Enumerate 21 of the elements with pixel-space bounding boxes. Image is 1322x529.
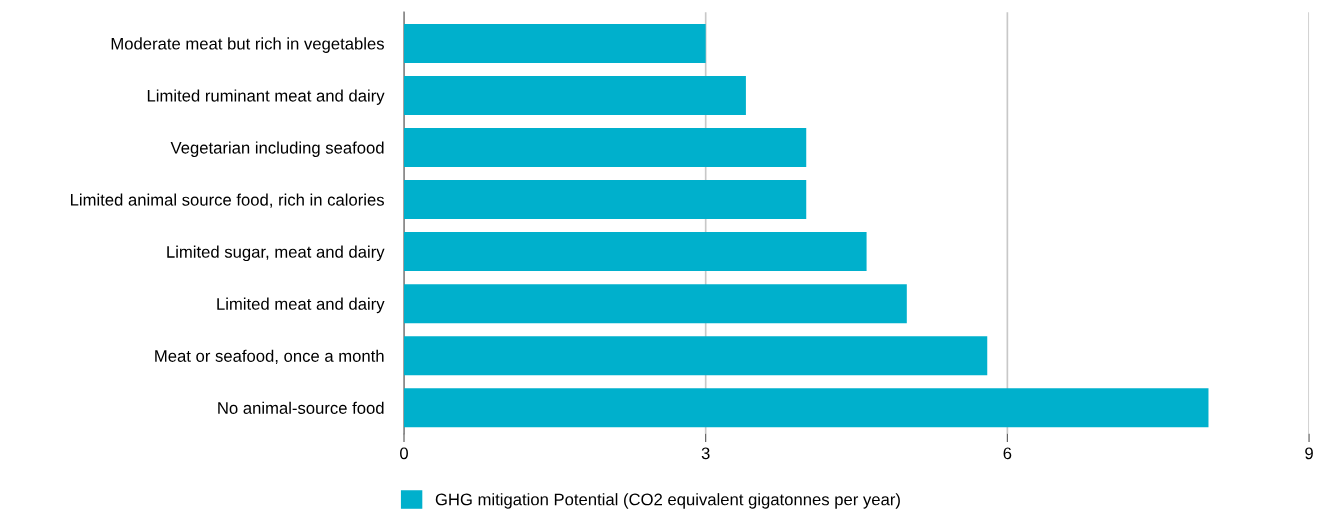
y-tick-label: Limited ruminant meat and dairy (147, 89, 385, 105)
bar (404, 388, 1209, 428)
x-tick-label: 0 (400, 447, 408, 460)
y-tick-label: Meat or seafood, once a month (155, 349, 384, 364)
y-tick-label: Vegetarian including seafood (170, 141, 384, 157)
bar (404, 23, 706, 63)
bar (404, 180, 807, 220)
y-tick-label: Limited meat and dairy (217, 297, 385, 314)
x-tick-label: 3 (701, 447, 710, 460)
legend-label: GHG mitigation Potential (CO2 equivalent gigatonnes per year) (435, 493, 900, 509)
y-tick-label: Limited animal source food, rich in calories (70, 193, 384, 208)
bar (404, 127, 807, 168)
bar (404, 75, 746, 115)
y-tick-label: Moderate meat but rich in vegetables (111, 37, 384, 53)
bar (404, 232, 867, 272)
bar (404, 336, 988, 376)
x-tick-label: 6 (1003, 447, 1012, 460)
y-tick-label: Limited sugar, meat and dairy (167, 245, 385, 262)
y-tick-label: No animal-source food (218, 401, 384, 414)
bar (404, 284, 907, 324)
x-tick-label: 9 (1305, 447, 1313, 460)
